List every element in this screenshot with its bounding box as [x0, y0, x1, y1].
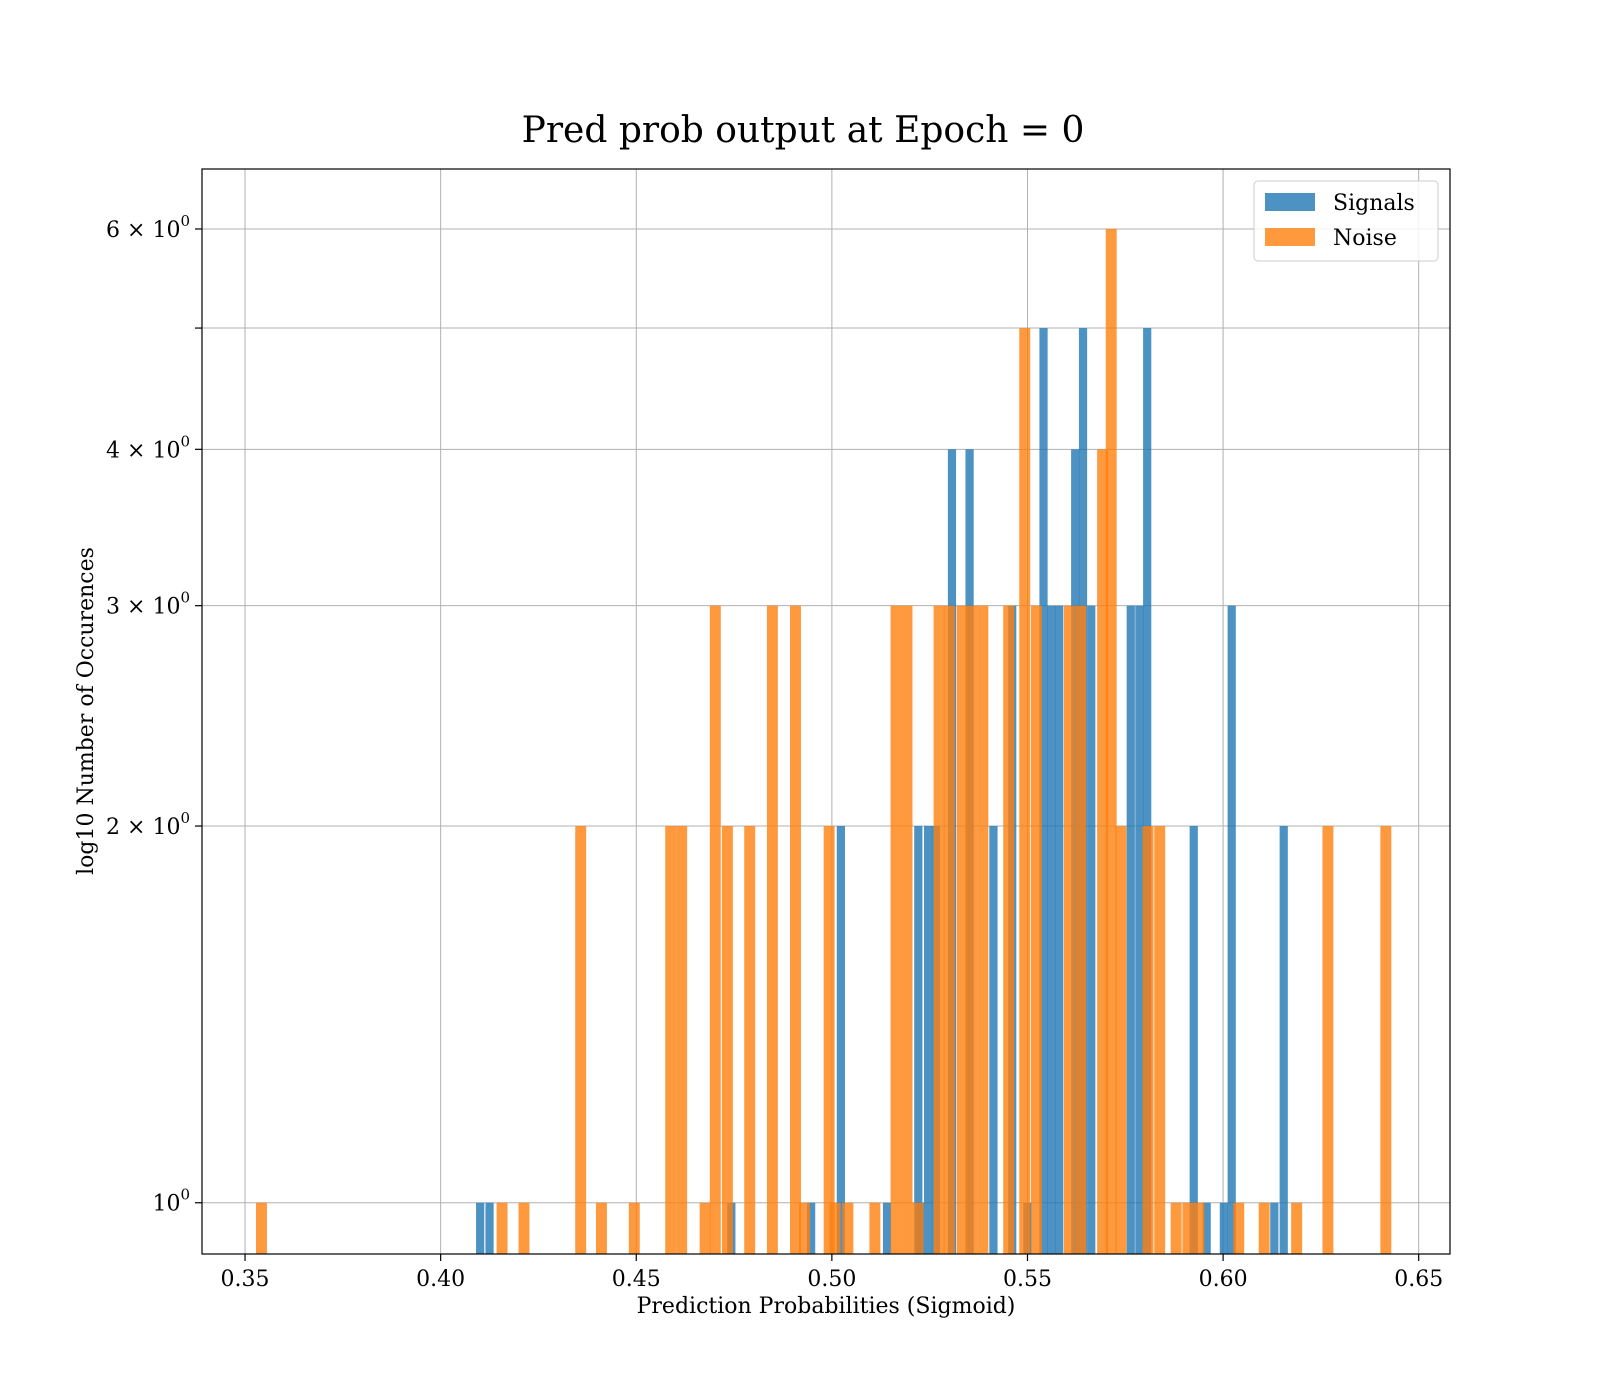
x-tick-label: 0.60 — [1199, 1267, 1248, 1292]
bar-noise — [1233, 1202, 1245, 1254]
y-tick-label: 4 × 100 — [106, 432, 190, 463]
bar-signals — [1126, 605, 1135, 1254]
bar-noise — [823, 826, 835, 1254]
bar-noise — [1105, 228, 1117, 1255]
bar-noise — [943, 605, 955, 1254]
x-tick-label: 0.35 — [221, 1267, 270, 1292]
bar-signals — [1047, 605, 1056, 1254]
bar-noise — [901, 605, 913, 1254]
x-tick-label: 0.50 — [807, 1267, 856, 1292]
bar-noise — [1142, 826, 1154, 1254]
bar-noise — [1170, 1202, 1182, 1254]
bar-signals — [1279, 826, 1288, 1254]
bar-signals — [914, 826, 923, 1254]
bar-noise — [933, 605, 945, 1254]
bar-noise — [869, 1202, 881, 1254]
bar-noise — [1063, 605, 1075, 1254]
bar-noise — [709, 605, 721, 1254]
bar-noise — [1322, 826, 1334, 1254]
bar-noise — [676, 826, 688, 1254]
bar-signals — [1227, 605, 1236, 1254]
bar-signals — [476, 1202, 485, 1254]
x-axis-label: Prediction Probabilities (Sigmoid) — [637, 1294, 1016, 1319]
legend-swatch — [1265, 228, 1315, 246]
x-tick-label: 0.40 — [416, 1267, 465, 1292]
bar-noise — [699, 1202, 711, 1254]
bar-noise — [1019, 328, 1031, 1255]
chart-title: Pred prob output at Epoch = 0 — [522, 110, 1085, 151]
bar-signals — [1135, 605, 1144, 1254]
bar-noise — [1154, 826, 1166, 1254]
plot-frame — [201, 168, 1451, 1255]
legend-label: Noise — [1333, 226, 1397, 251]
y-tick-label: 3 × 100 — [106, 589, 190, 620]
bar-noise — [766, 605, 778, 1254]
bar-noise — [1115, 826, 1127, 1254]
bar-noise — [912, 1202, 924, 1254]
bar-noise — [1182, 1202, 1194, 1254]
bar-noise — [1003, 605, 1015, 1254]
bar-noise — [1193, 1202, 1205, 1254]
bar-noise — [595, 1202, 607, 1254]
bar-signals — [924, 826, 933, 1254]
bar-signals — [1189, 826, 1198, 1254]
bar-signals — [1039, 328, 1048, 1255]
bar-noise — [496, 1202, 508, 1254]
series-signals — [476, 328, 1288, 1255]
bar-noise — [1258, 1202, 1270, 1254]
bar-noise — [575, 826, 587, 1254]
bar-noise — [842, 1202, 854, 1254]
x-axis-ticks: 0.35 0.40 0.45 0.50 0.55 0.60 0.65 — [221, 1254, 1443, 1292]
bar-signals — [807, 1202, 816, 1254]
bar-noise — [890, 605, 902, 1254]
bar-noise — [255, 1202, 267, 1254]
legend: Signals Noise — [1253, 180, 1439, 262]
bar-noise — [1097, 449, 1109, 1254]
y-tick-label: 6 × 100 — [106, 212, 190, 243]
y-axis-label: log10 Number of Occurences — [74, 547, 99, 875]
bar-noise — [977, 605, 989, 1254]
bar-noise — [518, 1202, 530, 1254]
bar-signals — [1270, 1202, 1279, 1254]
bar-signals — [1055, 605, 1064, 1254]
series-noise — [255, 228, 1392, 1255]
bar-signals — [1202, 1202, 1211, 1254]
x-tick-label: 0.65 — [1394, 1267, 1443, 1292]
bar-noise — [665, 826, 677, 1254]
bar-noise — [721, 826, 733, 1254]
bar-noise — [1380, 826, 1392, 1254]
bar-signals — [989, 826, 998, 1254]
bar-signals — [1219, 1202, 1228, 1254]
y-tick-label: 100 — [152, 1186, 190, 1217]
bar-noise — [956, 605, 968, 1254]
bar-noise — [829, 1202, 841, 1254]
bar-signals — [882, 1202, 892, 1254]
bar-noise — [790, 605, 801, 1254]
x-tick-label: 0.45 — [612, 1267, 661, 1292]
y-axis-ticks: 100 2 × 100 3 × 100 4 × 100 6 × 100 — [106, 212, 202, 1217]
y-tick-label: 2 × 100 — [106, 809, 190, 840]
bar-signals — [1143, 328, 1152, 1255]
bar-noise — [1291, 1202, 1303, 1254]
x-tick-label: 0.55 — [1003, 1267, 1052, 1292]
bar-signals — [485, 1202, 494, 1254]
bar-noise — [1031, 605, 1042, 1254]
bar-signals — [836, 826, 845, 1254]
bars-layer — [255, 228, 1392, 1255]
bar-noise — [628, 1202, 640, 1254]
legend-swatch — [1265, 193, 1315, 211]
bar-noise — [799, 1202, 810, 1254]
legend-label: Signals — [1333, 191, 1415, 216]
bar-signals — [1087, 605, 1096, 1254]
bar-noise — [966, 605, 978, 1254]
bar-noise — [1075, 605, 1087, 1254]
bar-noise — [744, 826, 756, 1254]
